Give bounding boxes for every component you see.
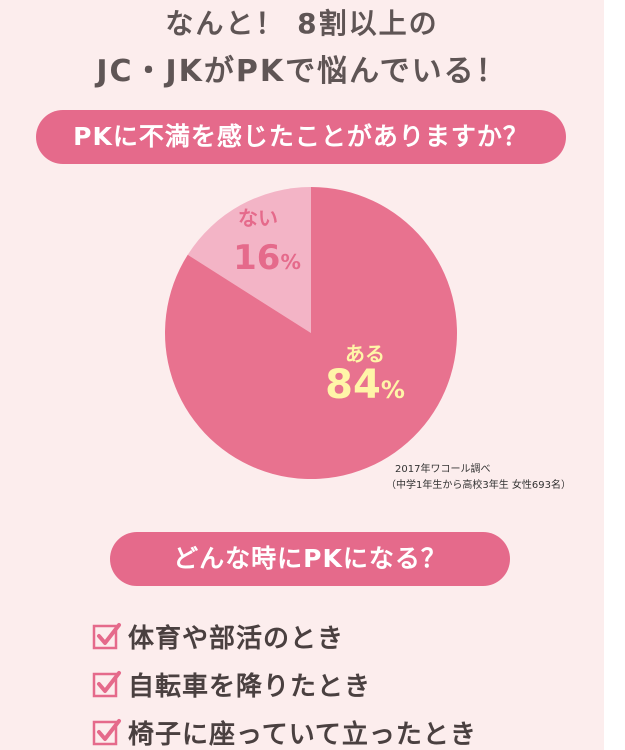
checklist-item: 自転車を降りたとき (92, 660, 477, 708)
pie-slice-yes (165, 187, 457, 479)
checkbox-checked-icon (92, 671, 121, 698)
checklist-item: 椅子に座っていて立ったとき (92, 708, 477, 750)
question-banner-dissatisfaction: PKに不満を感じたことがありますか？ (36, 110, 566, 164)
headline-line-2: JC・JKがPKで悩んでいる！ (96, 54, 508, 89)
situation-checklist: 体育や部活のとき 自転車を降りたとき 椅子に座っていて立ったとき (92, 612, 477, 750)
pie-label-no: ない (238, 206, 278, 230)
checklist-item-text: 自転車を降りたとき (128, 671, 372, 702)
checklist-item-text: 椅子に座っていて立ったとき (128, 719, 477, 750)
checkbox-checked-icon (92, 623, 121, 650)
pie-value-yes-number: 84 (325, 362, 381, 408)
pie-label-yes: ある (345, 342, 385, 366)
checklist-item-text: 体育や部活のとき (128, 623, 345, 654)
pie-chart (165, 187, 457, 479)
survey-sample: （中学1年生から高校3年生 女性693名） (386, 480, 571, 491)
pie-value-no: 16% (222, 238, 312, 278)
infographic-page: なんと！ 8割以上の JC・JKがPKで悩んでいる！ PKに不満を感じたことがあ… (0, 0, 604, 750)
headline-line-1: なんと！ 8割以上の (165, 7, 439, 40)
survey-source: 2017年ワコール調べ (395, 464, 491, 475)
checkbox-checked-icon (92, 719, 121, 746)
pie-slice-no (187, 187, 311, 333)
pie-value-no-percent: % (280, 250, 301, 274)
pie-chart-svg (165, 187, 457, 479)
pie-value-no-number: 16 (233, 238, 281, 278)
pie-value-yes-percent: % (380, 376, 405, 404)
pie-value-yes: 84% (315, 362, 415, 408)
checklist-item: 体育や部活のとき (92, 612, 477, 660)
question-banner-when: どんな時にPKになる？ (110, 532, 510, 586)
